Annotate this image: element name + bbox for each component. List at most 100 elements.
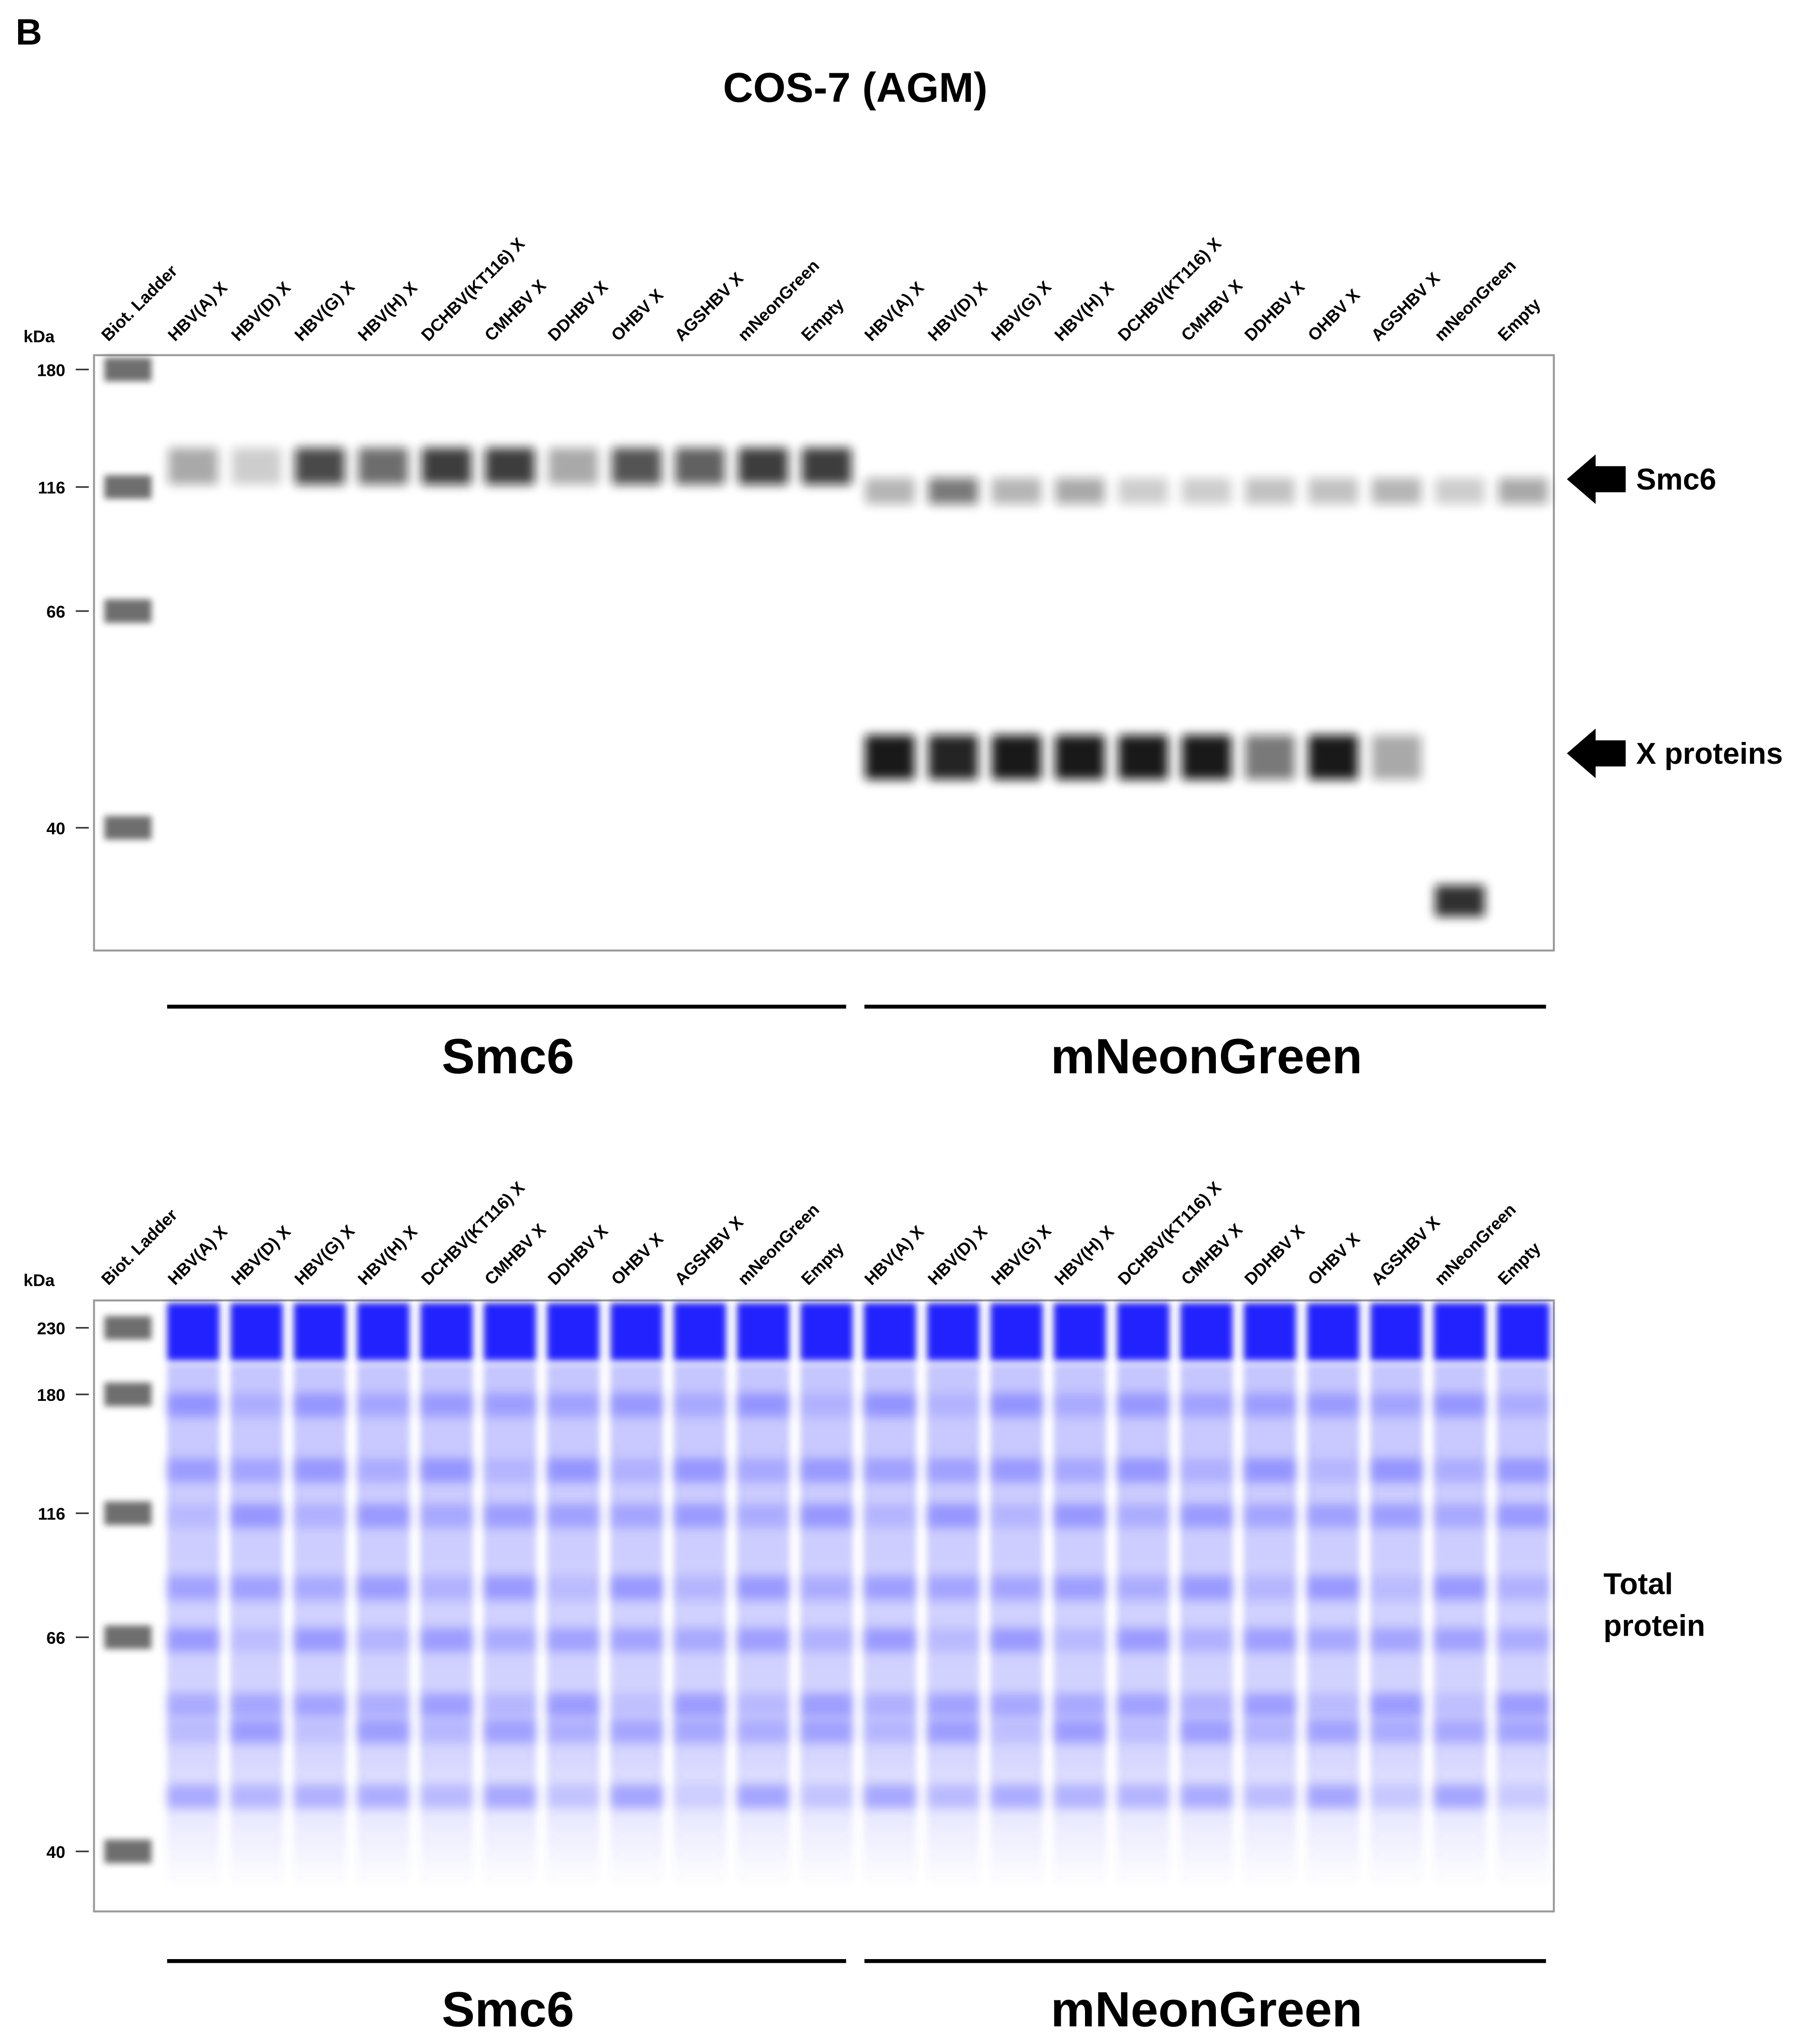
band bbox=[1307, 1693, 1360, 1717]
band bbox=[1118, 735, 1168, 780]
band bbox=[294, 1303, 346, 1361]
marker-label: 116 bbox=[38, 478, 65, 497]
marker-label: 66 bbox=[46, 1629, 65, 1648]
band bbox=[167, 1393, 220, 1417]
band bbox=[927, 1719, 980, 1743]
band bbox=[485, 448, 535, 484]
band bbox=[1435, 885, 1485, 917]
band bbox=[1370, 1458, 1423, 1482]
band bbox=[865, 735, 915, 780]
band bbox=[1182, 477, 1232, 504]
band bbox=[675, 448, 725, 484]
band bbox=[990, 1458, 1043, 1482]
band bbox=[864, 1785, 916, 1809]
band bbox=[1434, 1576, 1486, 1599]
band bbox=[357, 1693, 410, 1717]
band bbox=[673, 1576, 726, 1599]
title: COS-7 (AGM) bbox=[723, 64, 988, 111]
band bbox=[610, 1628, 663, 1652]
band bbox=[1435, 477, 1485, 504]
band bbox=[1118, 477, 1168, 504]
band bbox=[800, 1785, 853, 1809]
band bbox=[357, 1303, 410, 1361]
band bbox=[294, 1458, 346, 1482]
band bbox=[610, 1785, 663, 1809]
band bbox=[167, 1458, 220, 1482]
unit-label: kDa bbox=[24, 327, 55, 346]
band bbox=[484, 1719, 536, 1743]
band bbox=[230, 1458, 283, 1482]
annotation: X proteins bbox=[1636, 736, 1783, 770]
band bbox=[1053, 1693, 1106, 1717]
band bbox=[737, 1458, 789, 1482]
band bbox=[1307, 1393, 1360, 1417]
band bbox=[294, 1693, 346, 1717]
band bbox=[1055, 735, 1105, 780]
band bbox=[1370, 1785, 1423, 1809]
marker-label: 116 bbox=[38, 1504, 65, 1523]
band bbox=[1308, 735, 1358, 780]
band bbox=[1245, 477, 1295, 504]
band bbox=[547, 1785, 600, 1809]
band bbox=[167, 1576, 220, 1599]
band bbox=[230, 1393, 283, 1417]
blot-frame bbox=[93, 354, 1555, 952]
band bbox=[864, 1504, 916, 1528]
band bbox=[673, 1393, 726, 1417]
band bbox=[294, 1628, 346, 1652]
band bbox=[484, 1303, 536, 1361]
band bbox=[1053, 1785, 1106, 1809]
band bbox=[673, 1719, 726, 1743]
band bbox=[1370, 1693, 1423, 1717]
band bbox=[927, 1393, 980, 1417]
band bbox=[864, 1693, 916, 1717]
band bbox=[737, 1504, 789, 1528]
band bbox=[928, 735, 978, 780]
band bbox=[1434, 1628, 1486, 1652]
band bbox=[612, 448, 662, 484]
band bbox=[357, 1576, 410, 1599]
band bbox=[547, 1458, 600, 1482]
band bbox=[1244, 1504, 1296, 1528]
band bbox=[547, 1628, 600, 1652]
band bbox=[1053, 1504, 1106, 1528]
band bbox=[673, 1504, 726, 1528]
band bbox=[1180, 1693, 1233, 1717]
band bbox=[167, 1628, 220, 1652]
band bbox=[1244, 1458, 1296, 1482]
band bbox=[1245, 735, 1295, 780]
band bbox=[1434, 1719, 1486, 1743]
band bbox=[1307, 1576, 1360, 1599]
ladder-band bbox=[104, 816, 152, 840]
band bbox=[295, 448, 345, 484]
ladder-band bbox=[104, 1316, 152, 1340]
marker-label: 66 bbox=[46, 602, 65, 621]
band bbox=[927, 1628, 980, 1652]
band bbox=[232, 448, 282, 484]
band bbox=[1182, 735, 1232, 780]
group-label: mNeonGreen bbox=[1051, 1981, 1362, 2037]
band bbox=[864, 1576, 916, 1599]
band bbox=[1307, 1458, 1360, 1482]
band bbox=[1117, 1393, 1169, 1417]
band bbox=[1244, 1628, 1296, 1652]
annotation: Total bbox=[1603, 1567, 1673, 1601]
band bbox=[991, 477, 1041, 504]
band bbox=[1053, 1393, 1106, 1417]
band bbox=[357, 1785, 410, 1809]
band bbox=[1370, 1504, 1423, 1528]
marker-label: 180 bbox=[37, 1386, 65, 1405]
band bbox=[1370, 1393, 1423, 1417]
band bbox=[1434, 1458, 1486, 1482]
band bbox=[800, 1628, 853, 1652]
band bbox=[1244, 1693, 1296, 1717]
band bbox=[927, 1458, 980, 1482]
band bbox=[737, 1785, 789, 1809]
band bbox=[358, 448, 408, 484]
band bbox=[420, 1693, 473, 1717]
band bbox=[1307, 1719, 1360, 1743]
band bbox=[737, 1393, 789, 1417]
band bbox=[1117, 1693, 1169, 1717]
band bbox=[547, 1719, 600, 1743]
band bbox=[547, 1303, 600, 1361]
